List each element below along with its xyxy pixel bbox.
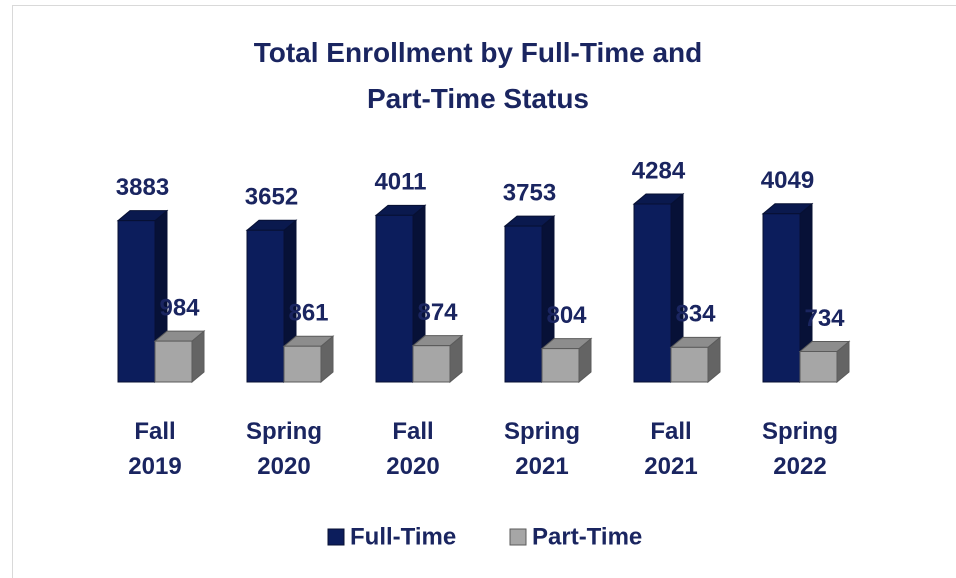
data-label: 4011	[374, 169, 426, 196]
data-label: 984	[159, 294, 200, 321]
data-label: 734	[804, 305, 845, 332]
bar	[375, 214, 414, 383]
chart-border	[12, 5, 956, 578]
data-label: 861	[288, 300, 328, 327]
legend-label: Full-Time	[350, 523, 456, 550]
legend-label: Part-Time	[532, 523, 642, 550]
x-tick-label: Fall 2019	[128, 418, 182, 480]
bar	[246, 229, 285, 383]
bar	[154, 340, 193, 383]
data-label: 3883	[116, 174, 169, 201]
data-label: 3753	[503, 179, 556, 206]
data-label: 3652	[245, 184, 298, 211]
data-label: 874	[417, 299, 458, 326]
x-tick-label: Fall 2021	[644, 418, 698, 480]
bar	[799, 351, 838, 383]
bar	[504, 225, 543, 383]
legend-swatch	[509, 528, 527, 546]
bar	[283, 345, 322, 383]
chart-title: Total Enrollment by Full-Time and Part-T…	[253, 37, 703, 114]
bar	[633, 203, 672, 383]
data-label: 804	[546, 302, 587, 329]
bar	[117, 220, 156, 383]
bar	[762, 213, 801, 383]
bar	[541, 348, 580, 383]
bar	[670, 346, 709, 383]
x-tick-label: Spring 2020	[246, 418, 322, 480]
data-label: 834	[675, 301, 716, 328]
x-tick-label: Fall 2020	[386, 418, 440, 480]
bar	[412, 345, 451, 383]
x-tick-label: Spring 2022	[762, 418, 838, 480]
data-label: 4049	[761, 167, 814, 194]
legend-swatch	[327, 528, 345, 546]
data-label: 4284	[632, 157, 686, 184]
x-tick-label: Spring 2021	[504, 418, 580, 480]
